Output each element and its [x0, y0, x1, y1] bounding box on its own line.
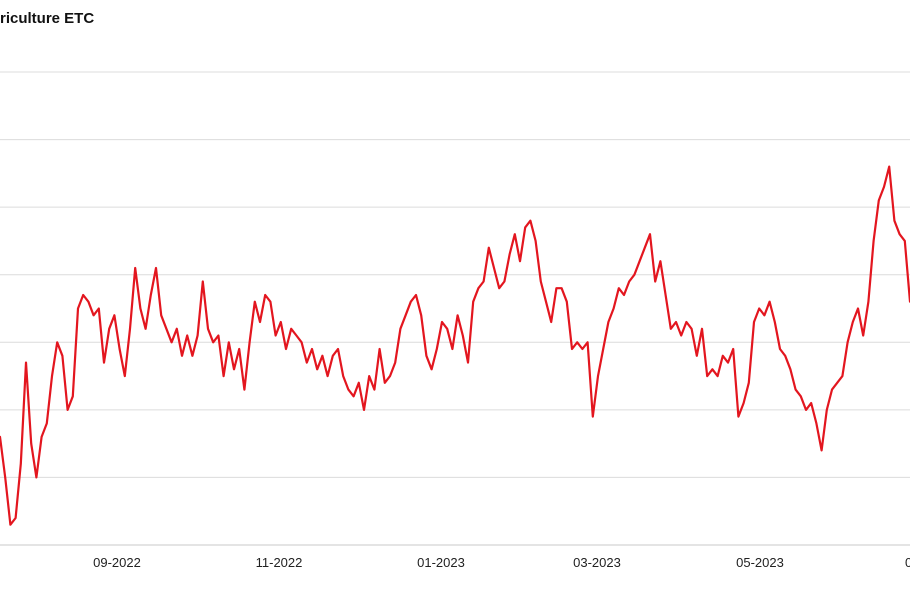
- gridlines: [0, 71, 910, 478]
- x-tick-label: 03-2023: [573, 555, 621, 570]
- chart-title: riculture ETC: [0, 10, 94, 27]
- x-tick-label: 05-2023: [736, 555, 784, 570]
- x-tick-label: 01-2023: [417, 555, 465, 570]
- series-layer: [0, 165, 910, 526]
- x-tick-label: 11-2022: [256, 555, 303, 570]
- series-line: [0, 165, 910, 526]
- x-axis: 09-2022 11-2022 01-2023 03-2023 05-2023 07: [0, 544, 910, 570]
- x-tick-label: 07: [905, 555, 910, 570]
- x-tick-label: 09-2022: [93, 555, 141, 570]
